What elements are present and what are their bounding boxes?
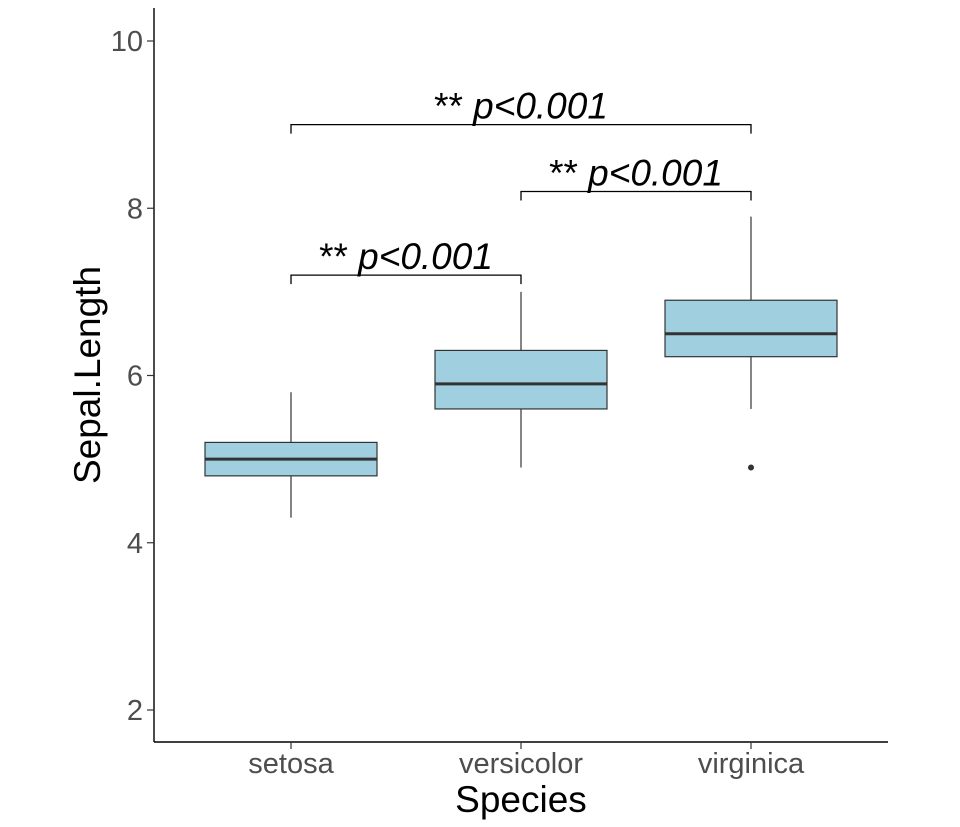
y-axis-title: Sepal.Length xyxy=(67,266,108,484)
box-setosa xyxy=(204,392,378,518)
y-tick-label: 4 xyxy=(127,528,143,560)
significance-stars: ** xyxy=(319,236,358,277)
bracket-versicolor-virginica: ** p<0.001 xyxy=(520,153,752,201)
p-value-text: p<0.001 xyxy=(472,86,608,127)
bracket-line xyxy=(520,190,752,201)
bracket-line xyxy=(290,274,522,285)
y-tick-label: 8 xyxy=(127,193,143,225)
significance-label: ** p<0.001 xyxy=(434,86,608,127)
outlier-point xyxy=(748,464,754,471)
axes: 2 4 6 8 10 setosa versicolor virginica xyxy=(111,8,888,780)
x-tick-label: virginica xyxy=(698,748,805,780)
y-tick-label: 6 xyxy=(127,361,143,393)
significance-stars: ** xyxy=(434,86,473,127)
bracket-line xyxy=(290,123,752,134)
box-versicolor xyxy=(434,291,608,468)
y-tick-label: 2 xyxy=(127,695,143,727)
x-axis-title: Species xyxy=(455,779,587,820)
significance-label: ** p<0.001 xyxy=(319,236,493,277)
x-tick-label: versicolor xyxy=(459,748,583,780)
significance-stars: ** xyxy=(549,153,588,194)
p-value-text: p<0.001 xyxy=(587,153,723,194)
bracket-setosa-virginica: ** p<0.001 xyxy=(290,86,752,134)
box-virginica xyxy=(664,216,838,471)
significance-brackets: ** p<0.001** p<0.001** p<0.001 xyxy=(290,86,752,285)
y-tick-label: 10 xyxy=(111,26,143,58)
bracket-setosa-versicolor: ** p<0.001 xyxy=(290,236,522,285)
p-value-text: p<0.001 xyxy=(357,236,493,277)
x-tick-label: setosa xyxy=(248,748,334,780)
box-iqr xyxy=(664,299,838,358)
boxes xyxy=(204,216,838,518)
box-iqr xyxy=(434,349,608,410)
significance-label: ** p<0.001 xyxy=(549,153,723,194)
